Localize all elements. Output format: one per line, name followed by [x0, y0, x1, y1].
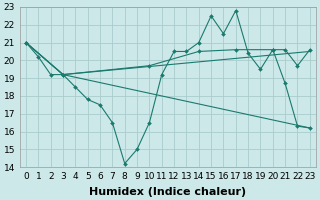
- X-axis label: Humidex (Indice chaleur): Humidex (Indice chaleur): [89, 187, 246, 197]
